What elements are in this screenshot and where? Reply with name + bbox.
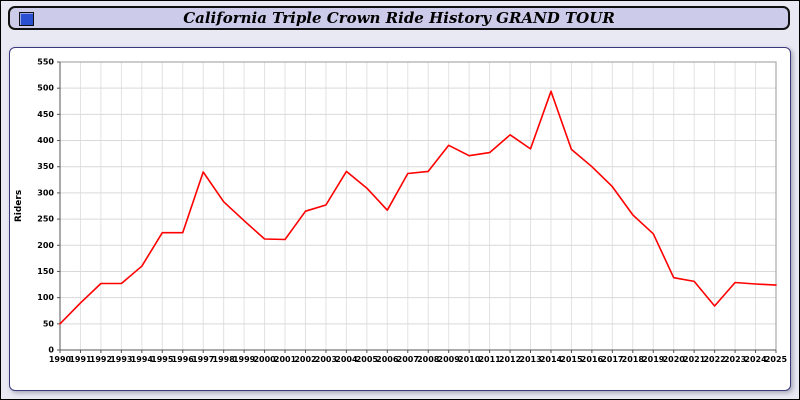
svg-text:0: 0 — [48, 346, 54, 355]
svg-text:1995: 1995 — [151, 355, 174, 364]
svg-text:1992: 1992 — [90, 355, 112, 364]
svg-text:1997: 1997 — [192, 355, 214, 364]
header-bar: California Triple Crown Ride History GRA… — [8, 6, 790, 30]
svg-text:250: 250 — [37, 215, 54, 224]
svg-text:1990: 1990 — [49, 355, 72, 364]
svg-text:2005: 2005 — [356, 355, 379, 364]
svg-text:2017: 2017 — [601, 355, 623, 364]
svg-text:2023: 2023 — [724, 355, 746, 364]
svg-text:2012: 2012 — [499, 355, 521, 364]
svg-text:1996: 1996 — [172, 355, 195, 364]
svg-text:2021: 2021 — [683, 355, 706, 364]
svg-text:2002: 2002 — [294, 355, 316, 364]
ride-history-line-chart: 1990199119921993199419951996199719981999… — [14, 58, 788, 365]
svg-text:300: 300 — [37, 188, 54, 197]
chart-title: California Triple Crown Ride History GRA… — [183, 9, 615, 27]
svg-text:100: 100 — [37, 293, 54, 302]
svg-text:2019: 2019 — [642, 355, 665, 364]
svg-text:2018: 2018 — [622, 355, 645, 364]
svg-text:1994: 1994 — [131, 355, 154, 364]
svg-text:Riders: Riders — [14, 190, 24, 222]
chart-panel: 1990 1991 1992 1993 1994 1995 1996 1997 1998 1999… — [9, 47, 791, 391]
svg-text:50: 50 — [43, 319, 55, 328]
svg-text:2014: 2014 — [540, 355, 563, 364]
blue-square-icon — [19, 12, 34, 26]
svg-text:200: 200 — [37, 241, 54, 250]
svg-text:2010: 2010 — [458, 355, 481, 364]
svg-text:2011: 2011 — [478, 355, 501, 364]
svg-text:550: 550 — [37, 58, 54, 67]
svg-text:2004: 2004 — [335, 355, 358, 364]
svg-text:2024: 2024 — [744, 355, 767, 364]
svg-text:150: 150 — [37, 267, 54, 276]
svg-text:2008: 2008 — [417, 355, 440, 364]
svg-text:2001: 2001 — [274, 355, 297, 364]
svg-text:500: 500 — [37, 84, 54, 93]
svg-text:1998: 1998 — [213, 355, 236, 364]
svg-text:1993: 1993 — [110, 355, 132, 364]
svg-text:1999: 1999 — [233, 355, 256, 364]
svg-text:2016: 2016 — [581, 355, 604, 364]
svg-text:2020: 2020 — [663, 355, 686, 364]
svg-text:2015: 2015 — [560, 355, 583, 364]
svg-text:2007: 2007 — [397, 355, 419, 364]
svg-text:2003: 2003 — [315, 355, 337, 364]
svg-text:450: 450 — [37, 110, 54, 119]
svg-text:400: 400 — [37, 136, 54, 145]
svg-text:2000: 2000 — [253, 355, 276, 364]
svg-text:2009: 2009 — [438, 355, 461, 364]
svg-text:2013: 2013 — [519, 355, 541, 364]
svg-text:1991: 1991 — [69, 355, 92, 364]
svg-text:2025: 2025 — [765, 355, 788, 364]
svg-text:350: 350 — [37, 162, 54, 171]
svg-text:2022: 2022 — [703, 355, 725, 364]
svg-text:2006: 2006 — [376, 355, 399, 364]
